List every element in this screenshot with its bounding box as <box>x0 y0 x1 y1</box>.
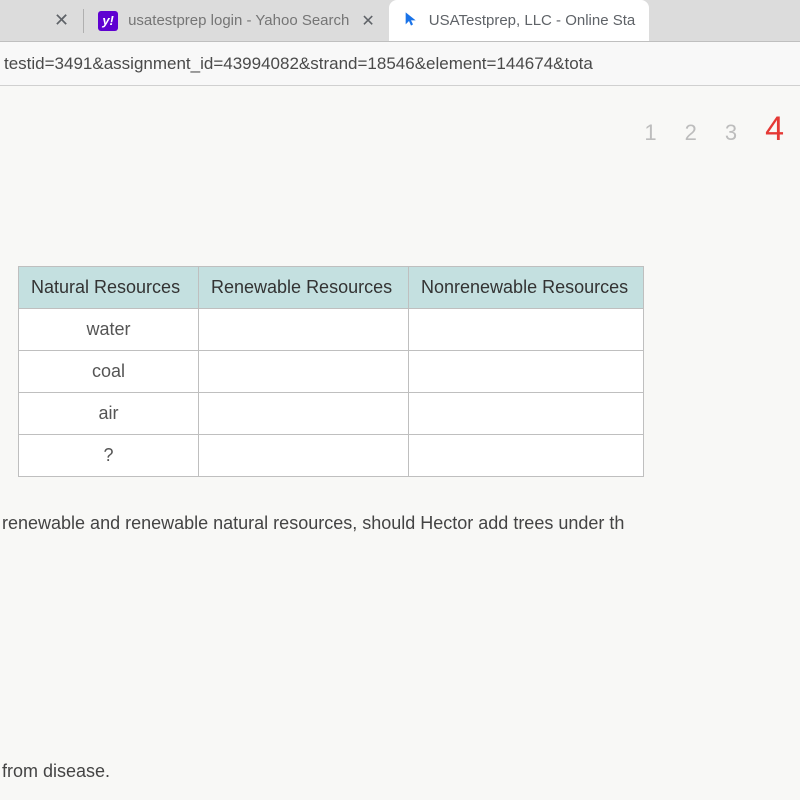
cell: air <box>19 393 199 435</box>
col-header-nonrenewable: Nonrenewable Resources <box>409 267 644 309</box>
cell: water <box>19 309 199 351</box>
browser-tab-yahoo[interactable]: y! usatestprep login - Yahoo Search ✕ <box>84 0 389 41</box>
cell <box>199 309 409 351</box>
close-icon[interactable]: ✕ <box>40 10 83 31</box>
cell <box>409 351 644 393</box>
pager-item-2[interactable]: 2 <box>685 120 697 146</box>
browser-tab-bar: ✕ y! usatestprep login - Yahoo Search ✕ … <box>0 0 800 42</box>
question-text-fragment: renewable and renewable natural resource… <box>0 513 800 534</box>
cursor-icon <box>403 11 419 31</box>
pager-item-1[interactable]: 1 <box>644 120 656 146</box>
tab-close-icon[interactable]: ✕ <box>361 11 374 31</box>
browser-viewport: ✕ y! usatestprep login - Yahoo Search ✕ … <box>0 0 800 800</box>
cell <box>409 393 644 435</box>
question-pager: 1 2 3 4 <box>644 110 784 149</box>
cell <box>199 435 409 477</box>
table-header-row: Natural Resources Renewable Resources No… <box>19 267 644 309</box>
col-header-natural: Natural Resources <box>19 267 199 309</box>
cell: coal <box>19 351 199 393</box>
cell <box>199 393 409 435</box>
bottom-text-fragment: from disease. <box>2 761 110 782</box>
table-row: water <box>19 309 644 351</box>
col-header-renewable: Renewable Resources <box>199 267 409 309</box>
url-text: testid=3491&assignment_id=43994082&stran… <box>4 54 593 74</box>
yahoo-icon: y! <box>98 11 118 31</box>
cell <box>409 309 644 351</box>
browser-tab-usatestprep[interactable]: USATestprep, LLC - Online Sta <box>389 0 649 41</box>
cell <box>409 435 644 477</box>
tab-title: usatestprep login - Yahoo Search <box>128 12 349 29</box>
table-row: coal <box>19 351 644 393</box>
tab-title: USATestprep, LLC - Online Sta <box>429 12 635 29</box>
pager-item-3[interactable]: 3 <box>725 120 737 146</box>
resources-table: Natural Resources Renewable Resources No… <box>18 266 644 477</box>
page-content: 1 2 3 4 Natural Resources Renewable Reso… <box>0 86 800 800</box>
url-bar[interactable]: testid=3491&assignment_id=43994082&stran… <box>0 42 800 86</box>
table-row: ? <box>19 435 644 477</box>
cell <box>199 351 409 393</box>
table-row: air <box>19 393 644 435</box>
cell: ? <box>19 435 199 477</box>
pager-item-4[interactable]: 4 <box>765 110 784 149</box>
resources-table-wrap: Natural Resources Renewable Resources No… <box>18 266 800 477</box>
